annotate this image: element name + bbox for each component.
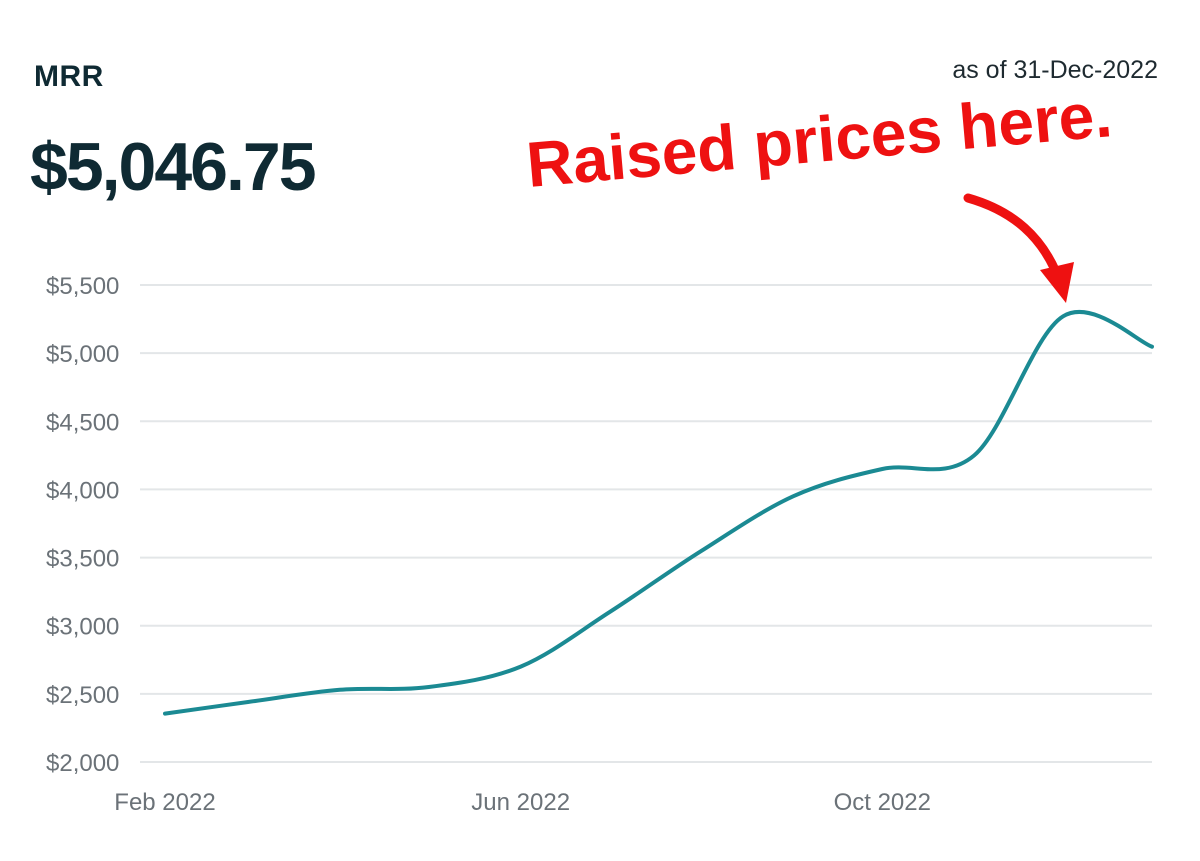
annotation-arrow-layer xyxy=(963,193,1074,303)
y-tick-label: $2,000 xyxy=(46,750,119,777)
metric-value: $5,046.75 xyxy=(30,129,317,205)
x-tick-label: Feb 2022 xyxy=(114,789,215,816)
metric-label: MRR xyxy=(34,60,104,93)
x-tick-label: Jun 2022 xyxy=(471,789,570,816)
x-axis-ticks: Feb 2022 Jun 2022 Oct 2022 xyxy=(114,789,931,816)
as-of-date: as of 31-Dec-2022 xyxy=(952,56,1158,84)
grid-lines xyxy=(140,284,1152,763)
y-tick-label: $5,500 xyxy=(46,273,119,300)
series-layer xyxy=(163,309,1154,716)
y-tick-label: $5,000 xyxy=(46,341,119,368)
y-tick-label: $4,500 xyxy=(46,409,119,436)
y-axis-ticks: $2,000 $2,500 $3,000 $3,500 $4,000 $4,500 $5,0… xyxy=(46,273,119,777)
y-tick-label: $3,000 xyxy=(46,614,119,641)
y-tick-label: $4,000 xyxy=(46,477,119,504)
curved-arrow-icon xyxy=(963,193,1074,303)
y-tick-label: $3,500 xyxy=(46,546,119,573)
x-tick-label: Oct 2022 xyxy=(834,789,931,816)
mrr-series-line xyxy=(163,309,1154,716)
y-tick-label: $2,500 xyxy=(46,682,119,709)
